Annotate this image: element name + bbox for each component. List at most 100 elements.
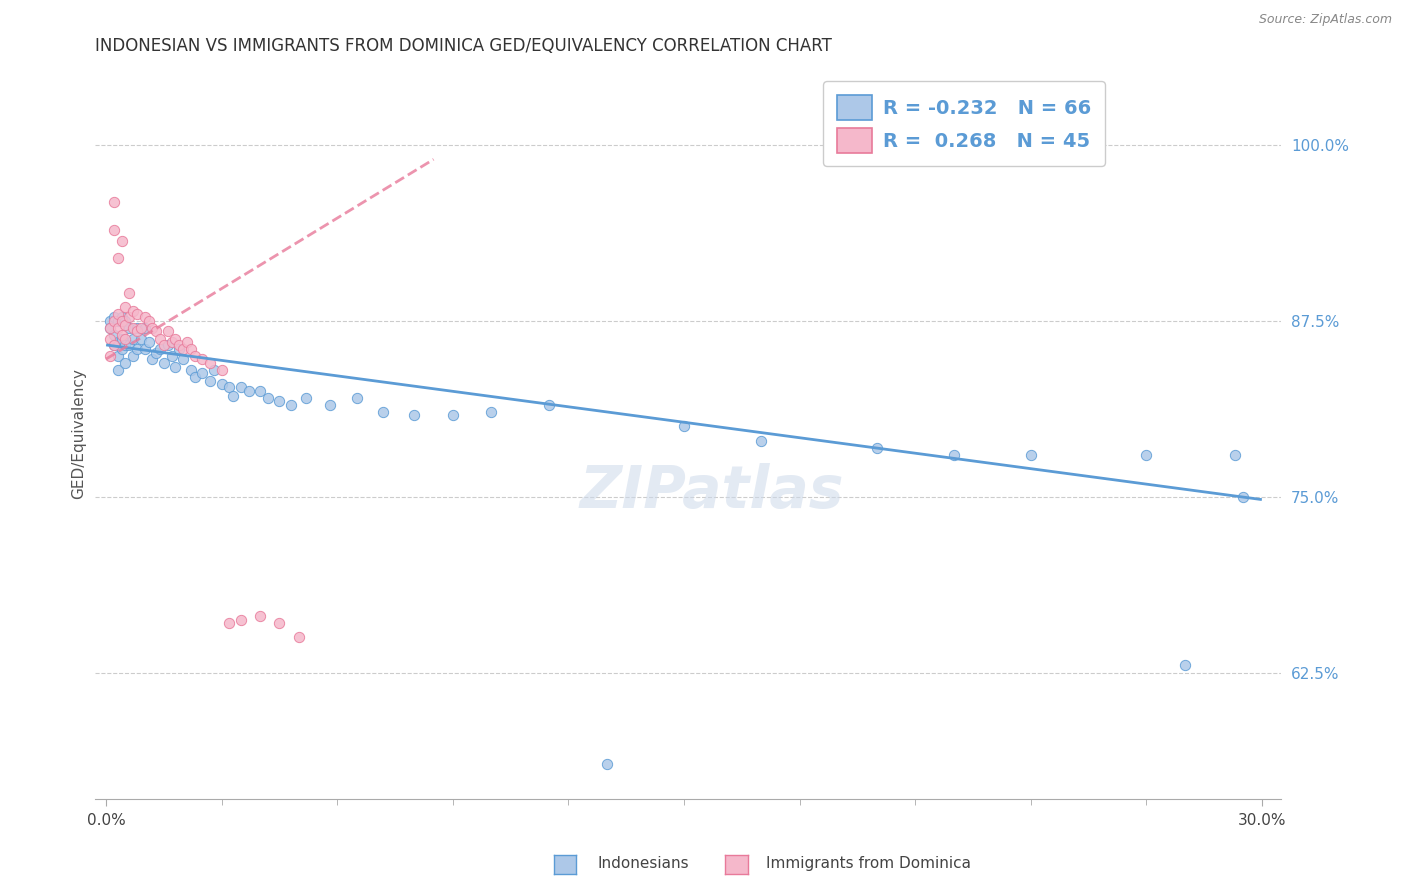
Legend: R = -0.232   N = 66, R =  0.268   N = 45: R = -0.232 N = 66, R = 0.268 N = 45 bbox=[823, 81, 1105, 166]
Point bbox=[118, 310, 141, 324]
Point bbox=[125, 307, 148, 321]
Point bbox=[107, 349, 129, 363]
Point bbox=[129, 332, 152, 346]
Point bbox=[191, 351, 214, 366]
Point bbox=[176, 335, 198, 350]
Point bbox=[125, 321, 148, 335]
Point bbox=[118, 321, 141, 335]
Point bbox=[141, 351, 163, 366]
Point bbox=[114, 318, 136, 333]
Point bbox=[318, 398, 340, 412]
Point bbox=[287, 631, 309, 645]
Point bbox=[125, 342, 148, 356]
Point bbox=[110, 234, 132, 248]
Point bbox=[596, 756, 619, 771]
Point bbox=[222, 388, 245, 402]
Point bbox=[107, 314, 129, 328]
Point bbox=[107, 307, 129, 321]
Point bbox=[153, 338, 176, 352]
Point bbox=[229, 380, 252, 394]
Point bbox=[1232, 490, 1254, 504]
Point bbox=[103, 314, 125, 328]
Point bbox=[165, 332, 187, 346]
Point bbox=[156, 338, 179, 352]
Point bbox=[114, 314, 136, 328]
Point bbox=[184, 349, 207, 363]
Point bbox=[153, 356, 176, 370]
Point bbox=[149, 332, 172, 346]
Point bbox=[165, 360, 187, 375]
Point bbox=[98, 314, 121, 328]
Text: ZIPatlas: ZIPatlas bbox=[579, 464, 844, 521]
Point bbox=[145, 346, 167, 360]
Point bbox=[1174, 658, 1197, 673]
Point bbox=[865, 441, 887, 455]
Point bbox=[110, 314, 132, 328]
Point bbox=[160, 349, 183, 363]
Point bbox=[134, 321, 156, 335]
Point bbox=[198, 356, 221, 370]
Point bbox=[114, 300, 136, 314]
Point bbox=[103, 328, 125, 343]
Point bbox=[98, 349, 121, 363]
Point bbox=[169, 342, 191, 356]
Point bbox=[198, 375, 221, 389]
Point bbox=[103, 222, 125, 236]
Point bbox=[122, 349, 145, 363]
Point bbox=[479, 405, 502, 419]
Point bbox=[180, 342, 202, 356]
Point bbox=[114, 332, 136, 346]
Text: Source: ZipAtlas.com: Source: ZipAtlas.com bbox=[1258, 13, 1392, 27]
Point bbox=[122, 321, 145, 335]
Point bbox=[145, 324, 167, 338]
Point bbox=[103, 310, 125, 324]
Point bbox=[118, 285, 141, 300]
Point bbox=[184, 370, 207, 384]
Text: Immigrants from Dominica: Immigrants from Dominica bbox=[766, 856, 972, 871]
Point bbox=[103, 194, 125, 209]
Point bbox=[98, 321, 121, 335]
Y-axis label: GED/Equivalency: GED/Equivalency bbox=[72, 368, 86, 499]
Point bbox=[134, 342, 156, 356]
Point bbox=[218, 616, 240, 631]
Point bbox=[107, 321, 129, 335]
Point bbox=[211, 377, 233, 392]
Point bbox=[110, 310, 132, 324]
Point bbox=[156, 324, 179, 338]
Point bbox=[257, 392, 280, 406]
Point bbox=[211, 363, 233, 377]
Point bbox=[149, 342, 172, 356]
Point bbox=[202, 363, 225, 377]
Point bbox=[280, 398, 302, 412]
Point bbox=[346, 392, 368, 406]
Point bbox=[1223, 448, 1246, 462]
Point bbox=[672, 419, 695, 434]
Point bbox=[138, 314, 160, 328]
Point bbox=[107, 335, 129, 350]
Point bbox=[1019, 448, 1042, 462]
Point bbox=[98, 332, 121, 346]
Point bbox=[191, 366, 214, 380]
Point bbox=[269, 616, 291, 631]
Point bbox=[249, 609, 271, 624]
Point bbox=[110, 342, 132, 356]
Point bbox=[172, 342, 194, 356]
Point bbox=[103, 338, 125, 352]
Point bbox=[169, 338, 191, 352]
Point bbox=[103, 338, 125, 352]
Text: Indonesians: Indonesians bbox=[598, 856, 689, 871]
Point bbox=[122, 332, 145, 346]
Point bbox=[229, 614, 252, 628]
Point bbox=[404, 409, 426, 423]
Point bbox=[160, 335, 183, 350]
Point bbox=[122, 304, 145, 318]
Point bbox=[134, 310, 156, 324]
Point bbox=[942, 448, 965, 462]
Point bbox=[114, 338, 136, 352]
Point bbox=[110, 328, 132, 343]
Point bbox=[269, 394, 291, 409]
Point bbox=[538, 398, 561, 412]
Point bbox=[107, 363, 129, 377]
Point bbox=[749, 434, 772, 448]
Point bbox=[1135, 448, 1157, 462]
